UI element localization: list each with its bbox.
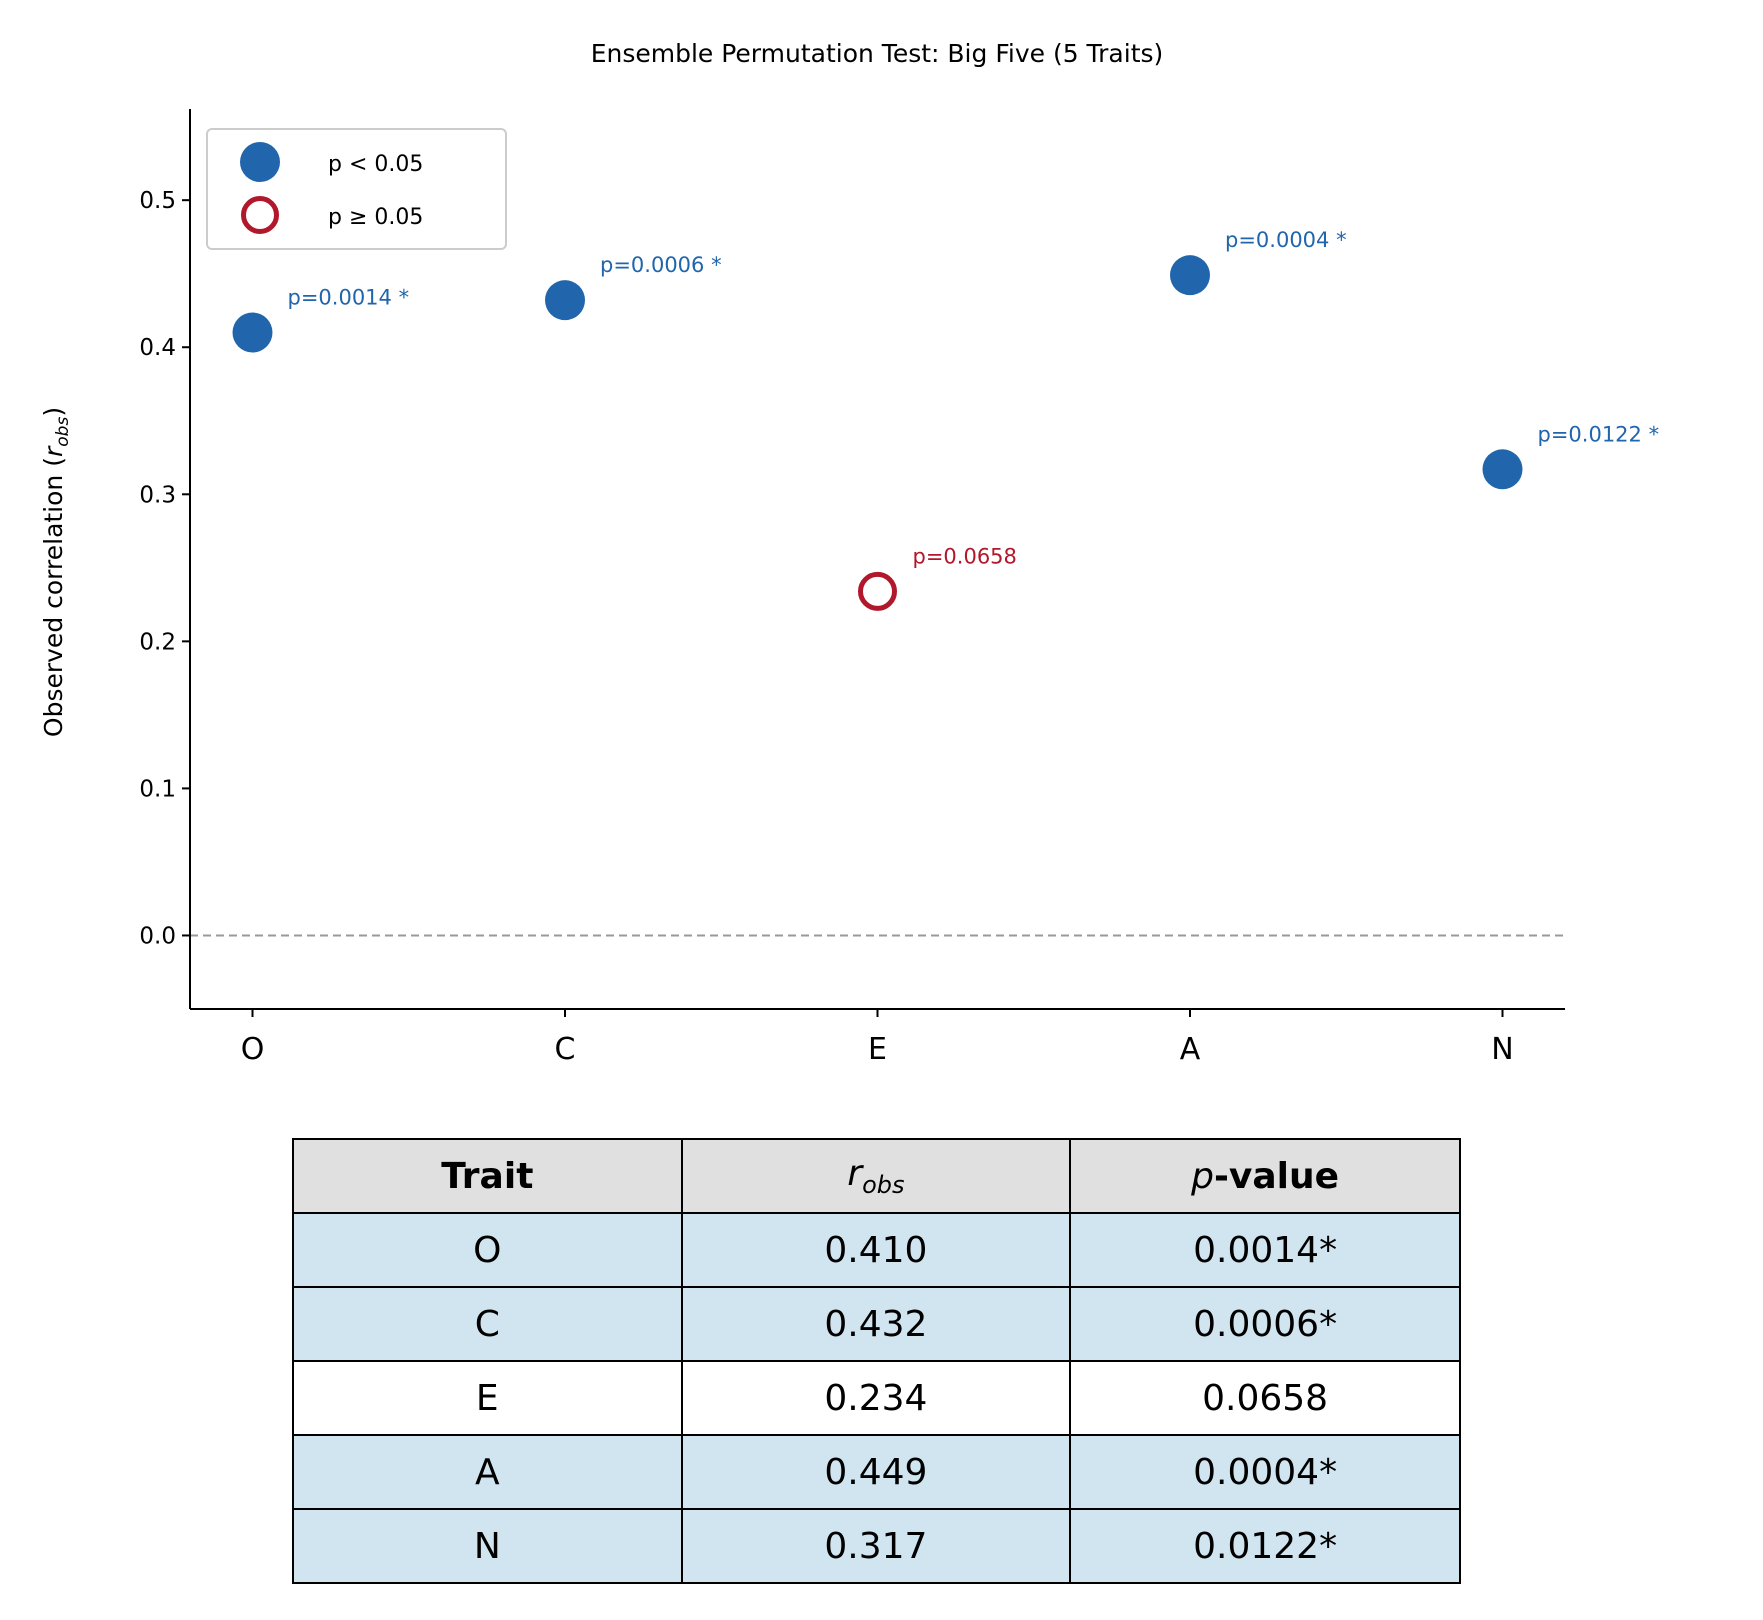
cell-p: 0.0014* [1069,1212,1461,1288]
axes: 0.0 0.1 0.2 0.3 0.4 0.5 O C E A N [139,109,1565,1067]
y-axis-label: Observed correlation (robs) [39,407,73,737]
data-point [1170,255,1210,296]
cell-trait: C [292,1286,683,1362]
cell-r: 0.410 [680,1212,1072,1288]
scatter-chart: Ensemble Permutation Test: Big Five (5 T… [39,39,1660,1067]
x-tick-label: A [1180,1032,1201,1067]
cell-trait: E [292,1360,683,1436]
cell-r: 0.234 [680,1360,1072,1436]
table-row: C 0.432 0.0006* [292,1286,1461,1362]
data-point [232,312,273,353]
y-tick-label: 0.3 [139,482,176,508]
results-table: Trait robs p-value O 0.410 0.0014* C 0.432 0… [292,1138,1461,1584]
cell-p: 0.0004* [1069,1434,1461,1510]
cell-trait: A [292,1434,683,1510]
cell-p: 0.0658 [1069,1360,1461,1436]
point-annotation: p=0.0006 * [600,253,722,277]
x-tick-label: E [868,1032,887,1067]
data-point [858,571,897,611]
cell-r: 0.432 [680,1286,1072,1362]
cell-trait: O [292,1212,683,1288]
y-tick-label: 0.2 [139,629,176,655]
cell-p: 0.0122* [1069,1508,1461,1584]
table-row: O 0.410 0.0014* [292,1212,1461,1288]
legend: p < 0.05 p ≥ 0.05 [206,128,507,250]
data-point [545,280,585,321]
legend-label-not-significant: p ≥ 0.05 [328,205,423,230]
legend-label-significant: p < 0.05 [328,152,423,177]
y-tick-label: 0.4 [139,335,176,361]
cell-r: 0.449 [680,1434,1072,1510]
y-tick-label: 0.1 [139,776,176,802]
table-header-row: Trait robs p-value [292,1138,1461,1214]
point-annotation: p=0.0658 [913,544,1017,568]
legend-marker-significant [240,142,280,182]
table-row: N 0.317 0.0122* [292,1508,1461,1584]
x-tick-label: N [1491,1032,1513,1067]
y-tick-label: 0.0 [139,923,176,949]
x-tick-label: O [241,1032,265,1067]
point-annotation: p=0.0014 * [288,286,410,310]
legend-marker-not-significant [241,196,279,234]
cell-trait: N [292,1508,683,1584]
x-tick-label: C [555,1032,576,1067]
cell-r: 0.317 [680,1508,1072,1584]
table-row: A 0.449 0.0004* [292,1434,1461,1510]
header-r-obs: robs [680,1138,1072,1214]
y-tick-label: 0.5 [139,188,176,214]
data-points: p=0.0014 * p=0.0006 * p=0.0658 p=0.0004 * p=… [232,228,1660,611]
table-row: E 0.234 0.0658 [292,1360,1461,1436]
cell-p: 0.0006* [1069,1286,1461,1362]
point-annotation: p=0.0122 * [1538,422,1660,446]
header-trait: Trait [292,1138,683,1214]
data-point [1482,449,1523,490]
chart-title: Ensemble Permutation Test: Big Five (5 T… [591,39,1164,68]
point-annotation: p=0.0004 * [1225,228,1347,252]
header-p-value: p-value [1069,1138,1461,1214]
